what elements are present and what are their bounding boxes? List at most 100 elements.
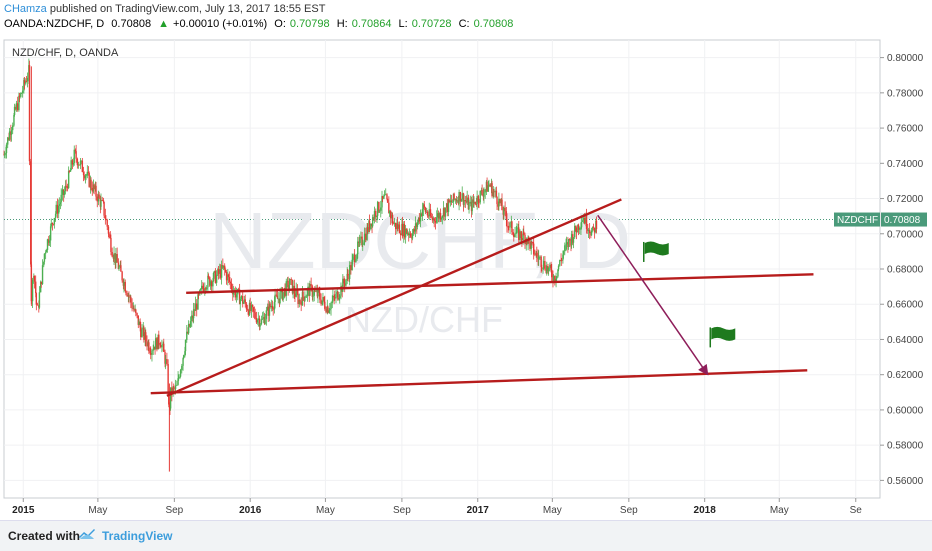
candle-body [133,308,135,311]
candle-body [284,288,286,296]
candle-body [539,256,541,258]
candle-body [173,387,175,389]
candle-body [164,351,166,364]
candle-body [191,315,193,322]
close-value: 0.70808 [473,18,514,30]
candle-body [111,251,113,257]
candle-body [385,194,387,196]
candle-body [100,200,102,207]
candle-body [79,161,82,166]
price-chart[interactable]: NZDCHF, D NZD/CHF NZD/CHF, D, OANDA 0.80… [0,0,932,520]
candle-body [496,196,498,205]
candle-body [409,233,412,237]
flag-icon[interactable] [642,241,669,262]
candle-body [439,213,442,220]
candle-body [204,288,206,292]
candle-body [265,310,268,319]
candle-body [295,289,297,297]
candle-body [205,287,208,290]
candle-body [509,222,511,228]
candle-body [30,161,32,265]
candle-body [491,183,493,197]
candle-body [305,296,307,298]
candle-body [238,289,241,305]
candle-body [164,359,167,364]
candle-body [484,189,486,193]
candle-body [257,318,259,320]
candle-body [463,200,465,205]
candle-body [448,199,450,203]
candle-body [565,244,567,246]
candle-body [593,227,596,233]
candle-body [495,190,498,197]
candle-body [488,184,490,186]
candle-body [255,317,258,323]
trendline[interactable] [150,369,808,395]
candle-body [15,103,18,110]
candle-body [156,338,158,350]
candle-body [234,289,236,298]
candle-body [31,279,34,302]
y-tick-label: 0.60000 [887,405,924,416]
candle-body [153,346,155,350]
candle-body [214,271,217,283]
candle-body [33,275,36,282]
price-tag-value-bg [881,212,927,227]
candle-body [232,291,235,295]
candle-body [577,224,580,230]
candle-body [514,233,516,238]
candle-body [176,384,178,386]
candle-body [107,226,110,234]
candle-body [314,291,316,293]
candle-body [239,298,241,305]
candle-body [194,303,197,311]
trendline[interactable] [166,198,622,397]
candle-body [25,81,27,84]
candle-body [169,387,172,409]
candle-body [145,332,147,342]
flag-icon[interactable] [709,326,736,348]
tradingview-brand-link[interactable]: TradingView [102,529,173,543]
candle-body [43,261,45,266]
candle-body [219,269,222,278]
candle-body [587,229,590,232]
x-tick-label: May [770,505,789,516]
candle-body [337,291,339,300]
candle-body [73,149,75,163]
candle-body [556,276,558,279]
candle-body [55,204,57,214]
candle-body [363,233,366,243]
candle-body [86,171,89,176]
candle-body [60,194,62,203]
candle-body [35,293,38,305]
candle-body [428,209,430,217]
candle-body [582,218,585,221]
candle-body [16,103,19,111]
candle-body [329,309,331,311]
candle-body [56,204,59,214]
candle-body [466,197,468,203]
candle-body [139,321,141,328]
candle-body [88,172,90,187]
projection-arrow[interactable] [597,214,709,376]
candle-body [580,221,583,228]
candle-body [58,204,61,206]
candle-body [562,251,565,255]
low-label: L: [398,18,408,30]
y-tick-label: 0.78000 [887,88,924,99]
candle-body [334,297,336,299]
candle-body [299,299,301,302]
y-tick-label: 0.66000 [887,300,924,311]
candle-body [282,292,284,300]
candle-body [450,200,453,203]
candle-body [564,245,566,252]
candle-body [318,289,320,293]
candle-body [467,197,470,210]
open-value: 0.70798 [289,18,330,30]
candle-body [301,291,304,306]
candle-body [433,218,435,222]
candle-body [356,254,358,259]
candle-body [582,220,584,222]
trendline[interactable] [186,273,814,294]
author-link[interactable]: CHamza [4,3,47,15]
